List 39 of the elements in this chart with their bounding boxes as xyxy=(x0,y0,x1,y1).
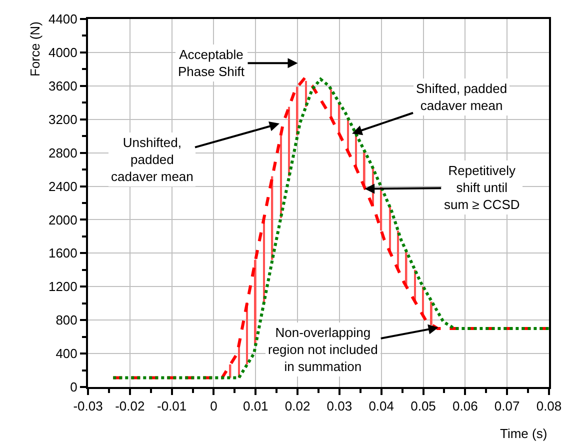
bar xyxy=(430,302,432,326)
bar xyxy=(330,89,332,118)
y-axis-title: Force (N) xyxy=(27,22,42,76)
y-tick-label: 2000 xyxy=(48,212,78,228)
annotation: Non-overlapping region not included in summation xyxy=(268,325,378,374)
x-tick-label: 0.06 xyxy=(452,398,478,414)
x-tick-label: 0.08 xyxy=(536,398,562,414)
bar xyxy=(288,106,290,176)
annotation: Repetitively shift until sum ≥ CCSD xyxy=(444,163,520,212)
annotation: Unshifted, padded cadaver mean xyxy=(111,135,194,184)
x-tick-label: 0.02 xyxy=(284,398,310,414)
y-tick-label: 2800 xyxy=(48,145,78,160)
x-tick-label: -0.01 xyxy=(157,398,187,414)
x-tick-label: -0.03 xyxy=(73,398,103,414)
bar xyxy=(305,80,307,107)
y-tick-label: 3200 xyxy=(48,112,78,127)
bar xyxy=(296,86,298,136)
y-tick-label: 1600 xyxy=(48,246,78,261)
y-tick-label: 3600 xyxy=(48,78,78,94)
x-tick-label: 0.03 xyxy=(326,398,352,414)
y-tick-label: 4000 xyxy=(48,45,78,60)
y-tick-label: 2400 xyxy=(48,178,78,194)
x-tick-label: 0 xyxy=(210,398,218,414)
y-tick-label: 800 xyxy=(56,312,78,328)
x-axis-title: Time (s) xyxy=(500,426,548,441)
x-tick-label: 0.07 xyxy=(494,398,520,414)
annotation: Shifted, padded cadaver mean xyxy=(416,81,508,113)
x-tick-label: 0.04 xyxy=(368,398,394,414)
x-tick-label: 0.05 xyxy=(410,398,436,414)
x-tick-label: 0.01 xyxy=(242,398,268,414)
bar xyxy=(254,260,256,346)
line-series xyxy=(112,78,549,380)
y-tick-label: 4400 xyxy=(48,12,78,27)
annotation: Acceptable Phase Shift xyxy=(178,47,245,79)
y-tick-label: 400 xyxy=(56,346,78,362)
bar xyxy=(280,135,282,218)
y-tick-label: 0 xyxy=(70,380,78,395)
x-tick-label: -0.02 xyxy=(115,398,145,414)
y-tick-label: 1200 xyxy=(48,279,78,294)
